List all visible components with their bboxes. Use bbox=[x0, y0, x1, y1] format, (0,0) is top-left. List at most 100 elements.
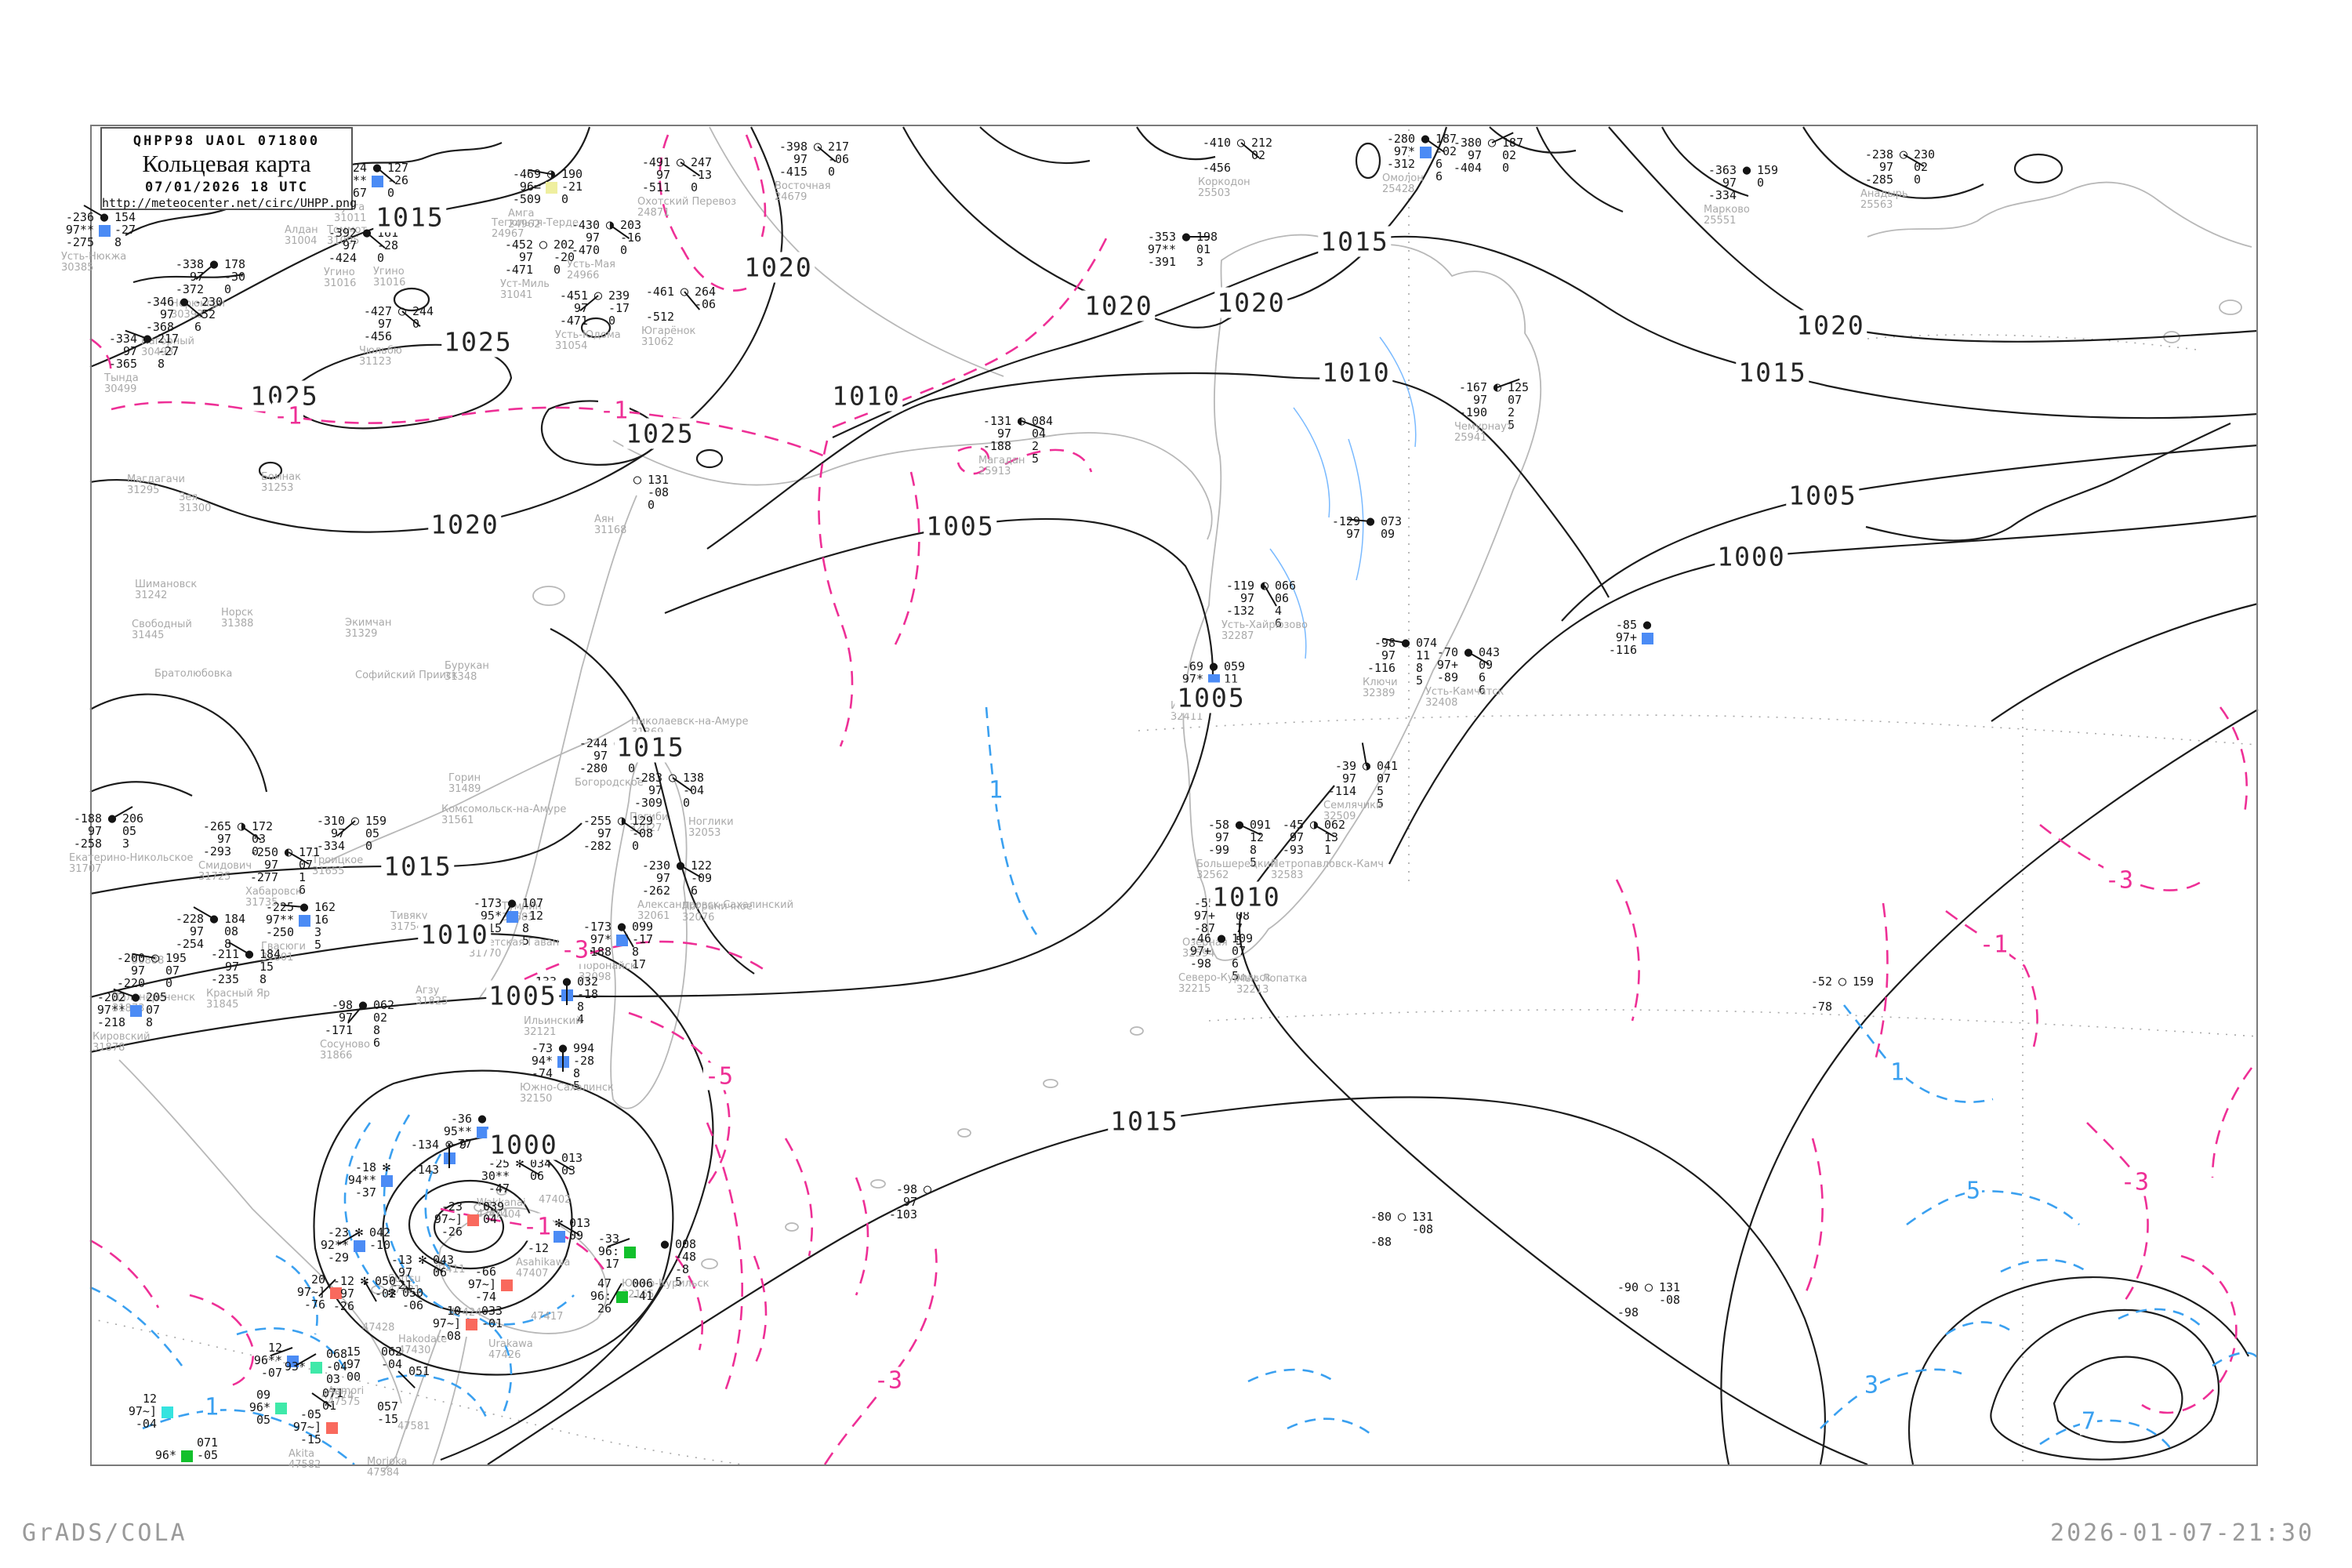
precip-square-icon bbox=[274, 1403, 287, 1414]
isobar-label: 1020 bbox=[742, 252, 815, 283]
station-symbol-icon bbox=[157, 1392, 177, 1405]
station-name-label: Тында 30499 bbox=[104, 372, 139, 395]
station-name-label: Кировский 31878 bbox=[93, 1031, 151, 1054]
station-symbol: ○ bbox=[670, 156, 701, 194]
station-symbol: ● bbox=[83, 205, 114, 249]
station-right-values: 042 -10 bbox=[369, 1225, 391, 1252]
place-name-label: 47411 bbox=[433, 1264, 466, 1276]
station-plot: 013 03 bbox=[500, 1152, 605, 1189]
precip-square-icon bbox=[371, 176, 383, 187]
station-name-label: Югарёнок 31062 bbox=[641, 325, 696, 348]
place-name-label: Бомнак 31253 bbox=[261, 471, 301, 494]
place-name-label: 47574 bbox=[321, 1390, 354, 1402]
isobar-label: 1000 bbox=[1715, 541, 1788, 572]
station-right-values: 041 07 5 5 bbox=[1377, 759, 1399, 811]
station-symbol-icon: ● bbox=[100, 209, 109, 225]
station-symbol: ● bbox=[228, 942, 260, 985]
station-right-values: 154 -27 8 bbox=[114, 210, 136, 249]
station-name-label: Усть-Нюкжа 30385 bbox=[61, 251, 127, 274]
coastlines bbox=[118, 126, 2252, 1473]
station-symbol: ○ bbox=[808, 140, 837, 178]
station-left-values: -23 97~] -26 bbox=[434, 1200, 463, 1239]
station-plot: -23 92** -29 ✻ 042 -10 bbox=[308, 1225, 413, 1265]
place-name-label: Горин 31489 bbox=[448, 772, 481, 795]
station-name-label: Нагорный 30493 bbox=[141, 336, 194, 358]
station-name-label: Большерецкий 32562 bbox=[1196, 858, 1277, 881]
station-symbol: ● bbox=[1458, 646, 1490, 696]
station-left-values: -280 97* -312 bbox=[1386, 132, 1415, 171]
station-plot: -52 -78 ○ 159 bbox=[1791, 974, 1896, 1014]
station-left-values: 12 96** -07 bbox=[253, 1341, 282, 1380]
station-right-values: 159 bbox=[1853, 975, 1875, 989]
station-plot: -32497**-367●127-260Буяга31011 bbox=[326, 161, 431, 224]
isotherm-label: 5 bbox=[1964, 1177, 1983, 1205]
station-name-label: Чюльбю 31123 bbox=[359, 345, 402, 368]
station-left-values: -85 97+ -116 bbox=[1608, 618, 1637, 657]
station-symbol-icon: ○ bbox=[1397, 1209, 1406, 1225]
isobar-label: 1020 bbox=[1082, 290, 1156, 321]
place-name-label: Тегюльтя-Терде 24967 bbox=[492, 217, 579, 240]
precip-square-icon bbox=[476, 1127, 488, 1138]
station-plot: -46 97+ -98 ● 109 07 6 5 Северо-Курильск 32215 bbox=[1171, 932, 1276, 995]
isotherm-label: -3 bbox=[558, 936, 591, 964]
station-right-values: 062 02 8 6 bbox=[373, 998, 395, 1050]
station-symbol-icon: ● bbox=[299, 899, 309, 915]
station-right-values: 239 -17 0 bbox=[608, 289, 630, 328]
station-right-values: 202 -20 0 bbox=[554, 238, 575, 277]
wind-barb-icon bbox=[448, 1145, 450, 1168]
station-symbol bbox=[270, 1388, 291, 1426]
wind-barb-icon bbox=[1186, 236, 1210, 238]
isobar-label: 1005 bbox=[1786, 480, 1860, 511]
station-plot: 051 bbox=[347, 1365, 452, 1403]
station-right-values bbox=[938, 1183, 982, 1221]
station-right-values: 013 09 bbox=[569, 1216, 591, 1243]
station-left-values: -52 -78 bbox=[1810, 975, 1832, 1014]
station-symbol: ◑ bbox=[528, 168, 561, 205]
station-symbol: ◑ bbox=[1304, 818, 1335, 856]
grads-stamp: GrADS/COLA bbox=[22, 1519, 187, 1547]
station-symbol-icon: ○ bbox=[151, 950, 160, 966]
station-plot: -200 97 -220 ○ 195 07 0 Дальнереченск 31873 bbox=[104, 950, 209, 1014]
station-symbol-icon: ○ bbox=[1838, 974, 1847, 989]
station-symbol-icon: ● bbox=[209, 911, 219, 927]
precip-square-icon bbox=[500, 1279, 513, 1291]
bulletin-code: QHPP98 UAOL 071800 bbox=[132, 133, 321, 149]
place-name-label: Шимановск 31242 bbox=[135, 579, 198, 601]
station-symbol: ● bbox=[1737, 164, 1757, 201]
station-left-values: 12 97~] -04 bbox=[128, 1392, 157, 1431]
station-right-values: 127 -26 0 bbox=[387, 161, 409, 200]
map-frame bbox=[90, 125, 2258, 1466]
station-right-values: 212 02 bbox=[1251, 136, 1273, 162]
station-symbol: ○ bbox=[533, 238, 554, 276]
station-left-values: -70 97+ -89 bbox=[1436, 645, 1458, 684]
station-right-values: 032 -18 8 4 bbox=[577, 975, 599, 1026]
place-name-label: 47404 bbox=[488, 1209, 521, 1221]
place-name-label: Morioka 47584 bbox=[367, 1456, 408, 1479]
station-name-label: Угино 31016 bbox=[324, 267, 357, 289]
station-symbol-icon: ● bbox=[1401, 635, 1410, 651]
place-name-label: 47402 bbox=[539, 1194, 572, 1206]
isobar-label: 1020 bbox=[428, 509, 502, 540]
station-symbol bbox=[461, 1305, 481, 1342]
station-left-values: -283 97 -309 bbox=[633, 771, 662, 810]
station-left-values: -05 97~] -15 bbox=[292, 1407, 321, 1446]
station-left-values: 96* bbox=[154, 1448, 176, 1462]
station-symbol: ● bbox=[1176, 230, 1210, 268]
station-name-label: Южно-Курильск 32165 bbox=[622, 1278, 710, 1301]
station-symbol-icon: ● bbox=[143, 331, 152, 347]
station-left-values: -225 97** -250 bbox=[265, 900, 294, 939]
station-left-values bbox=[341, 1287, 382, 1324]
station-left-values: -211 97 -235 bbox=[210, 947, 239, 986]
station-name-label: Aomori 47575 bbox=[328, 1385, 365, 1408]
station-symbol: ○ bbox=[132, 950, 165, 989]
station-left-values: -230 97 -262 bbox=[641, 858, 670, 898]
station-name-label: Семлячики 32509 bbox=[1323, 800, 1383, 822]
station-right-values: 217 -27 8 bbox=[158, 332, 180, 371]
station-plot: -18 94** -37 ✻ bbox=[336, 1161, 441, 1199]
station-symbol-icon bbox=[496, 1265, 517, 1278]
